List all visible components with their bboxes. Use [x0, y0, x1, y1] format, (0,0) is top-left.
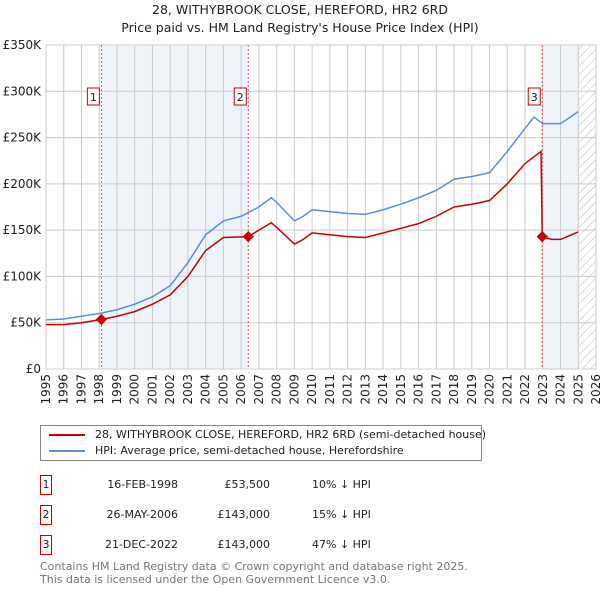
x-tick-label: 2002	[163, 374, 177, 405]
footer-licence: This data is licensed under the Open Gov…	[40, 573, 391, 586]
y-tick-label: £250K	[3, 131, 43, 145]
x-tick-label: 1996	[57, 374, 71, 405]
forecast-hatch	[579, 45, 596, 369]
x-tick-label: 2024	[554, 374, 568, 405]
legend-property: 28, WITHYBROOK CLOSE, HEREFORD, HR2 6RD …	[95, 428, 487, 441]
table-row: 2 26-MAY-2006 £143,000 15% ↓ HPI	[40, 505, 440, 525]
y-tick-label: £300K	[3, 84, 43, 98]
sale-label-box	[527, 87, 541, 106]
x-tick-label: 1999	[110, 374, 124, 405]
x-tick-label: 2014	[376, 374, 390, 405]
x-tick-label: 1997	[74, 374, 88, 405]
table-row: 3 21-DEC-2022 £143,000 47% ↓ HPI	[40, 535, 440, 555]
sale-hpi-diff: 10% ↓ HPI	[312, 478, 371, 491]
x-tick-label: 2016	[412, 374, 426, 405]
y-tick-label: £100K	[3, 269, 43, 283]
sale-marker-badge: 1	[40, 475, 52, 495]
x-tick-label: 2021	[500, 374, 514, 405]
x-tick-label: 2023	[536, 374, 550, 405]
sale-marker-badge: 2	[40, 505, 52, 525]
sale-date: 21-DEC-2022	[104, 538, 178, 551]
legend-hpi: HPI: Average price, semi-detached house,…	[95, 444, 404, 457]
x-tick-label: 2001	[145, 374, 159, 405]
x-tick-label: 2013	[358, 374, 372, 405]
sale-label: 2	[237, 91, 244, 104]
shaded-ownership-period	[101, 45, 249, 369]
sale-hpi-diff: 47% ↓ HPI	[312, 538, 371, 551]
x-tick-label: 2020	[483, 374, 497, 405]
table-row: 1 16-FEB-1998 £53,500 10% ↓ HPI	[40, 475, 440, 495]
sale-label-box	[233, 87, 247, 106]
sale-marker-badge: 3	[40, 535, 52, 555]
x-tick-label: 2003	[181, 374, 195, 405]
x-tick-label: 1995	[39, 374, 53, 405]
x-tick-label: 2012	[341, 374, 355, 405]
y-tick-label: £200K	[3, 177, 43, 191]
x-tick-label: 1998	[92, 374, 106, 405]
sale-price: £53,500	[224, 478, 271, 491]
sale-date: 16-FEB-1998	[107, 478, 178, 491]
sale-price: £143,000	[217, 538, 271, 551]
footer: Contains HM Land Registry data © Crown c…	[40, 560, 468, 586]
sale-price: £143,000	[217, 508, 271, 521]
x-tick-label: 2011	[323, 374, 337, 405]
sale-hpi-diff: 15% ↓ HPI	[312, 508, 371, 521]
footer-copyright: Contains HM Land Registry data © Crown c…	[40, 560, 468, 573]
sale-date: 26-MAY-2006	[106, 508, 178, 521]
sale-point	[242, 230, 254, 243]
x-tick-label: 2019	[465, 374, 479, 405]
x-tick-label: 2018	[447, 374, 461, 405]
series-line	[45, 111, 579, 321]
sale-label: 1	[90, 91, 97, 104]
sale-label: 3	[531, 91, 538, 104]
plot-frame	[45, 44, 597, 370]
x-tick-label: 2022	[518, 374, 532, 405]
x-tick-label: 2026	[589, 374, 600, 405]
x-tick-label: 2008	[270, 374, 284, 405]
x-tick-label: 2007	[252, 374, 266, 405]
x-tick-label: 2010	[305, 374, 319, 405]
x-tick-label: 2004	[199, 374, 213, 405]
y-tick-label: £0	[26, 362, 41, 376]
x-tick-label: 2017	[429, 374, 443, 405]
x-tick-label: 2000	[128, 374, 142, 405]
x-tick-label: 2006	[234, 374, 248, 405]
chart-title: 28, WITHYBROOK CLOSE, HEREFORD, HR2 6RD	[152, 2, 448, 17]
blue-line-swatch	[49, 450, 85, 452]
red-line-swatch	[49, 434, 85, 436]
x-tick-label: 2025	[571, 374, 585, 405]
y-tick-label: £50K	[10, 316, 42, 330]
legend: 28, WITHYBROOK CLOSE, HEREFORD, HR2 6RD …	[40, 425, 486, 461]
x-tick-label: 2015	[394, 374, 408, 405]
sale-point	[536, 230, 548, 243]
x-tick-label: 2009	[287, 374, 301, 405]
x-tick-label: 2005	[216, 374, 230, 405]
series-line	[46, 149, 579, 326]
y-tick-label: £350K	[3, 38, 43, 52]
chart-subtitle: Price paid vs. HM Land Registry's House …	[121, 20, 479, 35]
sale-label-box	[86, 87, 100, 106]
price-chart: £0 £50K £100K £150K £200K £250K £300K £350K 1995…	[3, 38, 600, 405]
y-tick-label: £150K	[3, 223, 43, 237]
